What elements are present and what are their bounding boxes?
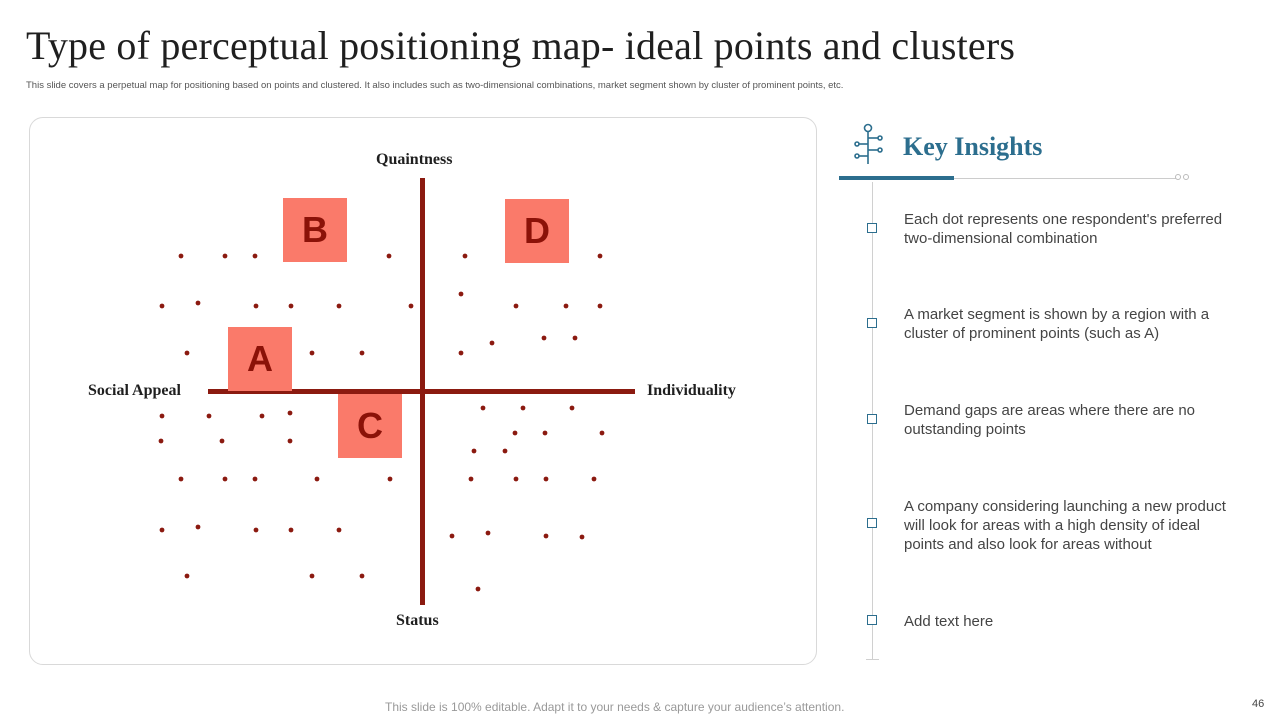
insight-item-3: Demand gaps are areas where there are no… — [904, 402, 1196, 438]
axis-label-social-appeal: Social Appeal — [88, 382, 181, 399]
insight-marker — [867, 615, 877, 625]
insight-item-2: A market segment is shown by a region wi… — [904, 306, 1210, 342]
positioning-map-panel — [29, 117, 817, 665]
slide-title: Type of perceptual positioning map- idea… — [26, 23, 1016, 68]
cluster-b: B — [283, 198, 347, 262]
insight-marker — [867, 414, 877, 424]
timeline-end-cap — [866, 659, 879, 660]
horizontal-axis — [208, 389, 635, 394]
circuit-tree-icon — [854, 123, 883, 164]
cluster-d: D — [505, 199, 569, 263]
slide-subtitle: This slide covers a perpetual map for po… — [26, 80, 844, 91]
rule-end-circle — [1175, 174, 1181, 180]
insight-marker — [867, 223, 877, 233]
axis-label-status: Status — [396, 612, 439, 629]
cluster-c: C — [338, 394, 402, 458]
insight-marker — [867, 518, 877, 528]
title-rule — [954, 178, 1176, 179]
insight-marker — [867, 318, 877, 328]
insight-item-5: Add text here — [904, 613, 994, 630]
axis-label-individuality: Individuality — [647, 382, 736, 399]
title-underline — [839, 176, 954, 180]
insight-item-1: Each dot represents one respondent's pre… — [904, 211, 1223, 247]
cluster-a: A — [228, 327, 292, 391]
insight-item-4: A company considering launching a new pr… — [904, 498, 1226, 553]
slide-footer: This slide is 100% editable. Adapt it to… — [385, 700, 845, 714]
rule-end-circle — [1183, 174, 1189, 180]
page-number: 46 — [1252, 698, 1265, 710]
axis-label-quaintness: Quaintness — [376, 151, 453, 168]
key-insights-title: Key Insights — [903, 132, 1043, 161]
